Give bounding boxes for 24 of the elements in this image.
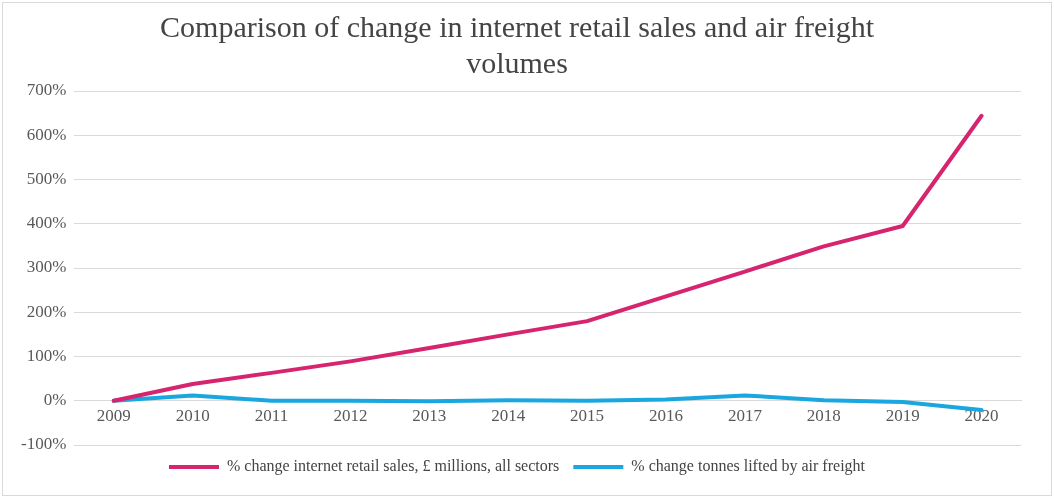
chart-title: Comparison of change in internet retail sales and air freight volumes <box>160 9 875 79</box>
x-tick-label: 2020 <box>964 406 999 426</box>
y-tick-label: 200% <box>26 301 67 321</box>
x-tick-label: 2010 <box>175 406 210 426</box>
x-tick-label: 2009 <box>96 406 131 426</box>
y-tick-label: 500% <box>26 168 67 188</box>
y-tick-label: -100% <box>20 434 67 454</box>
x-tick-label: 2019 <box>885 406 920 426</box>
x-tick-label: 2016 <box>649 406 683 426</box>
legend-label: % change internet retail sales, £ millions, all sectors <box>226 457 560 476</box>
y-tick-label: 700% <box>26 80 67 100</box>
y-tick-label: 600% <box>26 124 67 144</box>
x-tick-label: 2012 <box>333 406 368 426</box>
x-tick-label: 2015 <box>570 406 605 426</box>
y-tick-label: 300% <box>26 257 67 277</box>
y-tick-label: 0% <box>43 390 67 410</box>
y-tick-label: 400% <box>26 213 67 233</box>
y-tick-label: 100% <box>26 345 67 365</box>
x-tick-label: 2014 <box>491 406 526 426</box>
x-tick-label: 2018 <box>806 406 841 426</box>
x-tick-label: 2011 <box>254 406 289 426</box>
legend-label: % change tonnes lifted by air freight <box>631 457 866 476</box>
x-tick-label: 2013 <box>412 406 447 426</box>
x-tick-label: 2017 <box>727 406 763 426</box>
